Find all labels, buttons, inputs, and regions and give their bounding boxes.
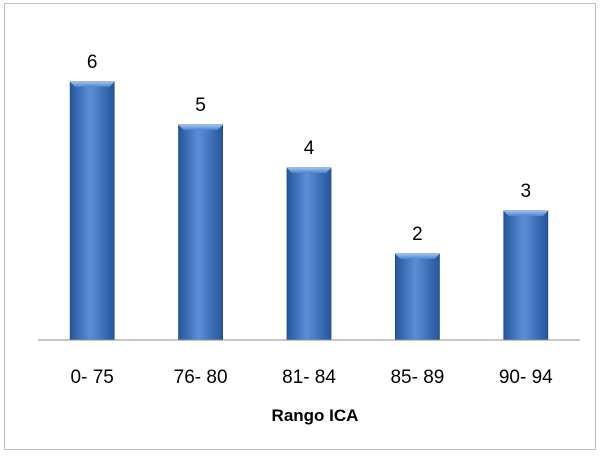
bar-top-bevel <box>70 82 115 87</box>
bar-top-bevel <box>395 254 440 259</box>
x-tick-label: 81- 84 <box>282 367 336 388</box>
bar <box>178 124 224 341</box>
bar <box>394 253 440 341</box>
bar-top-bevel <box>178 125 223 130</box>
x-tick-label: 76- 80 <box>174 367 228 388</box>
data-label: 3 <box>521 181 532 202</box>
x-tick-label: 0- 75 <box>71 367 114 388</box>
bar-body <box>178 124 224 341</box>
data-label: 5 <box>195 95 206 116</box>
data-label: 6 <box>87 52 98 73</box>
bar-body <box>503 210 549 341</box>
bar <box>286 167 332 341</box>
x-tick-labels: 0- 75 76- 80 81- 84 85- 89 90- 94 <box>71 367 554 388</box>
bar-top-bevel <box>503 211 548 216</box>
data-label: 2 <box>412 224 423 245</box>
bars-layer <box>69 81 549 341</box>
bar <box>69 81 115 341</box>
bar-body <box>394 253 440 341</box>
bar-body <box>286 167 332 341</box>
value-labels-layer: 6 5 4 2 3 <box>87 52 531 245</box>
bar-body <box>69 81 115 341</box>
data-label: 4 <box>304 138 315 159</box>
bar <box>503 210 549 341</box>
bar-top-bevel <box>287 168 331 173</box>
x-tick-label: 85- 89 <box>390 367 444 388</box>
x-axis-title: Rango ICA <box>272 406 359 425</box>
x-tick-label: 90- 94 <box>499 367 553 388</box>
